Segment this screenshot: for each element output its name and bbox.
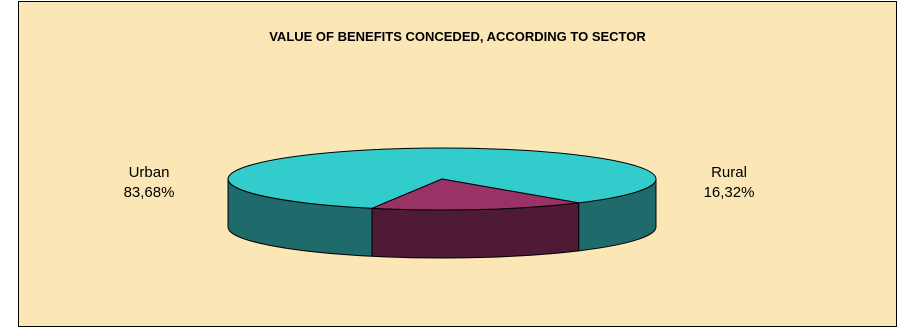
pie-chart — [227, 147, 657, 259]
rural-slice-top — [371, 178, 579, 211]
chart-area: VALUE OF BENEFITS CONCEDED, ACCORDING TO… — [18, 1, 897, 327]
rural-data-label: Rural 16,32% — [674, 163, 784, 203]
urban-label: Urban — [128, 164, 170, 181]
urban-data-label: Urban 83,68% — [94, 163, 204, 203]
urban-value: 83,68% — [123, 184, 175, 201]
rural-value: 16,32% — [703, 184, 755, 201]
urban-slice-top — [227, 147, 657, 209]
rural-slice-side-0 — [371, 202, 580, 259]
chart-title: VALUE OF BENEFITS CONCEDED, ACCORDING TO… — [269, 29, 646, 44]
rural-label: Rural — [711, 164, 747, 181]
